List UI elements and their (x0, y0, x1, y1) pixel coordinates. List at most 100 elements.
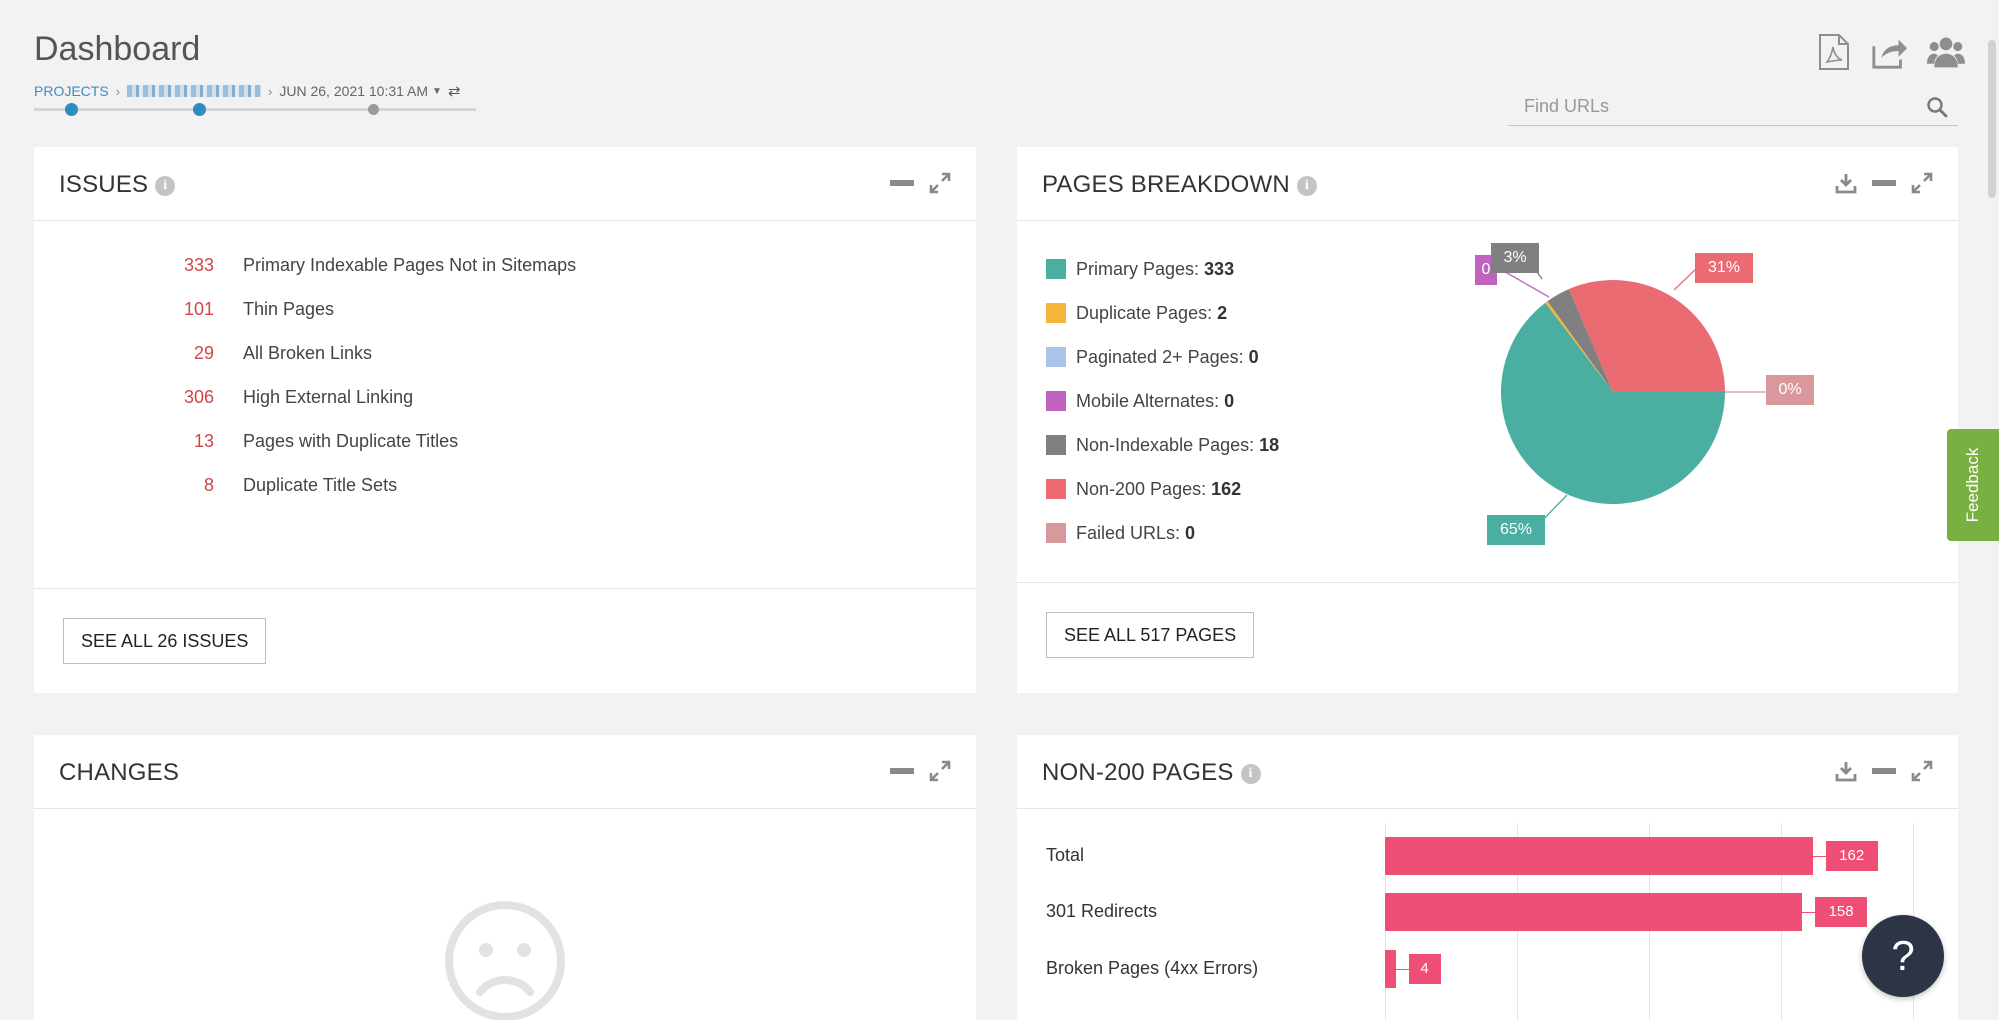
pages-breakdown-footer: SEE ALL 517 PAGES (1017, 582, 1958, 693)
breadcrumb-project-name-redacted[interactable] (127, 85, 262, 97)
timeline-dot[interactable] (193, 103, 206, 116)
timeline-dot[interactable] (368, 104, 379, 115)
legend-label: Paginated 2+ Pages: (1076, 346, 1244, 367)
legend-value: 0 (1185, 522, 1196, 543)
issue-label[interactable]: Primary Indexable Pages Not in Sitemaps (243, 254, 577, 275)
search-icon[interactable] (1926, 96, 1948, 118)
legend-swatch (1046, 259, 1066, 279)
info-icon[interactable]: i (1296, 175, 1317, 196)
see-all-issues-button[interactable]: SEE ALL 26 ISSUES (63, 618, 267, 664)
changes-title: CHANGES (59, 759, 180, 786)
legend-value: 2 (1217, 302, 1228, 323)
list-item[interactable]: 333 Primary Indexable Pages Not in Sitema… (34, 243, 976, 287)
legend-value: 0 (1224, 390, 1235, 411)
bar[interactable] (1385, 893, 1803, 931)
legend-label: Failed URLs: (1076, 522, 1181, 543)
legend-swatch (1046, 347, 1066, 367)
sad-face-icon (445, 901, 565, 1020)
find-urls-search (1508, 86, 1958, 126)
issue-count: 13 (193, 430, 214, 451)
legend-value: 162 (1211, 478, 1242, 499)
caret-down-icon[interactable]: ▼ (432, 85, 442, 97)
expand-icon[interactable] (1910, 759, 1934, 783)
expand-icon[interactable] (1910, 171, 1934, 195)
non200-title: NON-200 PAGES (1042, 759, 1234, 786)
list-item[interactable]: 306 High External Linking (34, 375, 976, 419)
pie-data-label: 31% (1695, 253, 1753, 283)
issues-panel-header: ISSUES i (34, 147, 976, 221)
issue-label[interactable]: Thin Pages (243, 298, 335, 319)
bar-label-connector (1395, 969, 1410, 970)
issue-label[interactable]: High External Linking (243, 386, 414, 407)
pages-breakdown-pie-chart[interactable] (1017, 147, 1958, 619)
legend-swatch (1046, 391, 1066, 411)
issue-label[interactable]: All Broken Links (243, 342, 373, 363)
pie-slice[interactable] (1568, 280, 1725, 392)
legend-label: Non-Indexable Pages: (1076, 434, 1255, 455)
list-item[interactable]: 101 Thin Pages (34, 287, 976, 331)
issue-count: 333 (183, 254, 214, 275)
list-item[interactable]: 29 All Broken Links (34, 331, 976, 375)
legend-item[interactable]: Failed URLs: 0 (1046, 511, 1279, 555)
legend-item[interactable]: Mobile Alternates: 0 (1046, 379, 1279, 423)
bar-category-label: Total (1046, 845, 1085, 865)
search-input[interactable] (1524, 92, 1904, 120)
info-icon[interactable]: i (155, 175, 176, 196)
pie-slice[interactable] (1545, 301, 1613, 392)
legend-label: Duplicate Pages: (1076, 302, 1213, 323)
issue-label[interactable]: Duplicate Title Sets (243, 474, 398, 495)
legend-item[interactable]: Paginated 2+ Pages: 0 (1046, 335, 1279, 379)
pie-data-label: 0% (1766, 375, 1814, 405)
legend-label: Primary Pages: (1076, 258, 1200, 279)
bar[interactable] (1385, 837, 1813, 875)
pie-data-label: 3% (1491, 243, 1539, 273)
minimize-icon[interactable] (1872, 759, 1896, 783)
issue-count: 8 (203, 474, 214, 495)
legend-item[interactable]: Primary Pages: 333 (1046, 247, 1279, 291)
changes-panel-header: CHANGES (34, 735, 976, 809)
help-button[interactable]: ? (1862, 915, 1944, 997)
expand-icon[interactable] (928, 759, 952, 783)
bar-category-label: 301 Redirects (1046, 901, 1158, 921)
issues-panel-footer: SEE ALL 26 ISSUES (34, 588, 976, 693)
bar-data-label: 158 (1815, 897, 1868, 927)
pie-slice[interactable] (1501, 302, 1725, 504)
non200-panel-header: NON-200 PAGES i (1017, 735, 1958, 809)
issues-list: 333 Primary Indexable Pages Not in Sitema… (34, 221, 976, 507)
feedback-tab[interactable]: Feedback (1947, 429, 1999, 541)
bar[interactable] (1385, 950, 1396, 988)
page-title: Dashboard (34, 30, 201, 68)
legend-item[interactable]: Duplicate Pages: 2 (1046, 291, 1279, 335)
minimize-icon[interactable] (890, 759, 914, 783)
download-icon[interactable] (1834, 759, 1858, 783)
minimize-icon[interactable] (1872, 171, 1896, 195)
download-icon[interactable] (1834, 171, 1858, 195)
issue-label[interactable]: Pages with Duplicate Titles (243, 430, 459, 451)
timeline-dot[interactable] (65, 103, 78, 116)
info-icon[interactable]: i (1240, 763, 1261, 784)
breadcrumb-crawl-date[interactable]: JUN 26, 2021 10:31 AM (279, 83, 429, 99)
see-all-pages-button[interactable]: SEE ALL 517 PAGES (1046, 612, 1255, 658)
legend-label: Non-200 Pages: (1076, 478, 1207, 499)
share-icon[interactable] (1871, 32, 1909, 72)
breadcrumb: PROJECTS › › JUN 26, 2021 10:31 AM ▼ ⇄ (34, 82, 461, 100)
breadcrumb-projects-link[interactable]: PROJECTS (34, 83, 109, 99)
expand-icon[interactable] (928, 171, 952, 195)
crawl-timeline[interactable] (34, 103, 476, 116)
list-item[interactable]: 8 Duplicate Title Sets (34, 463, 976, 507)
pdf-icon[interactable] (1815, 32, 1853, 72)
page-scrollbar[interactable] (1988, 40, 1996, 198)
list-item[interactable]: 13 Pages with Duplicate Titles (34, 419, 976, 463)
chevron-right-icon: › (115, 83, 121, 99)
pie-legend: Primary Pages: 333 Duplicate Pages: 2 Pagi… (1046, 247, 1279, 555)
pie-slice[interactable] (1547, 289, 1613, 392)
bar-category-label: Broken Pages (4xx Errors) (1046, 958, 1259, 978)
legend-item[interactable]: Non-Indexable Pages: 18 (1046, 423, 1279, 467)
bar-data-label: 4 (1408, 954, 1441, 984)
users-icon[interactable] (1927, 32, 1965, 72)
legend-swatch (1046, 479, 1066, 499)
chevron-right-icon: › (268, 83, 273, 99)
compare-swap-icon[interactable]: ⇄ (447, 83, 461, 100)
legend-item[interactable]: Non-200 Pages: 162 (1046, 467, 1279, 511)
minimize-icon[interactable] (890, 171, 914, 195)
